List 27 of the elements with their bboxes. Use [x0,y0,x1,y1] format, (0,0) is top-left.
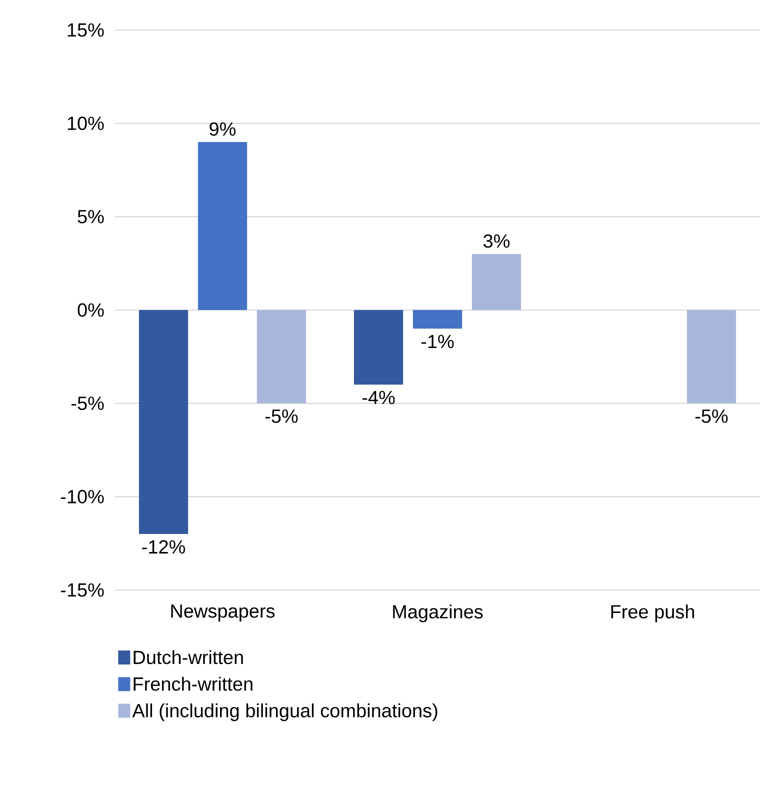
y-tick-label: -10% [60,490,104,504]
data-label: -12% [142,540,186,554]
y-tick-label: -5% [72,396,104,410]
bar [472,254,522,310]
legend-label: All (including bilingual combinations) [132,703,438,722]
legend-label: French-written [134,676,252,691]
x-tick-label: Free push [611,604,694,622]
y-tick-label: 5% [78,210,104,224]
y-tick-label: 15% [68,23,104,37]
bar [138,310,188,534]
legend-label: Dutch-written [134,650,243,664]
y-tick-label: -15% [60,583,104,597]
bar [198,142,248,310]
bar [412,310,462,329]
y-tick-label: 0% [78,303,104,317]
bar [686,310,736,404]
data-label: -1% [421,334,454,348]
data-label: 3% [483,234,510,248]
x-tick-label: Magazines [393,604,483,622]
data-label: -4% [362,390,395,404]
bar [256,310,306,404]
data-label: -5% [265,410,298,423]
data-label: 9% [210,122,236,136]
x-tick-label: Newspapers [171,604,275,622]
data-label: -5% [695,410,728,423]
bar [354,310,404,385]
y-tick-label: 10% [68,116,104,130]
